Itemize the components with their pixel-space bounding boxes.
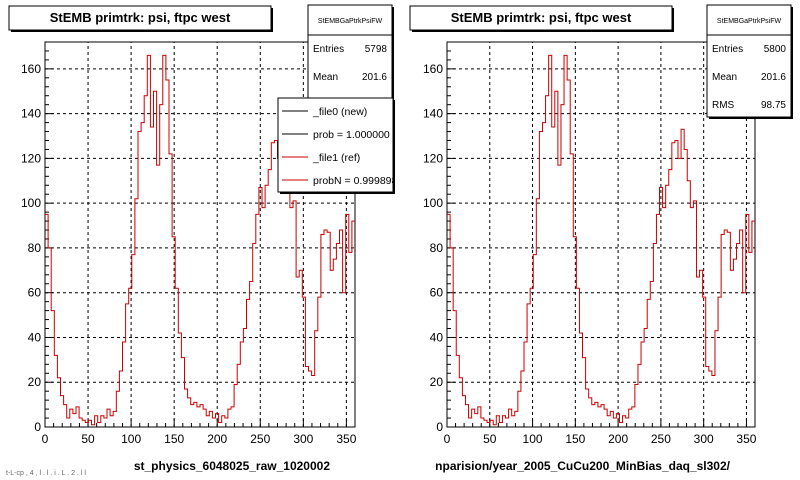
x-tick-label: 150 [565,432,585,446]
y-tick-label: 0 [436,420,443,434]
stats-label: Mean [712,72,737,83]
legend-label: prob = 1.000000 [313,129,390,141]
y-tick-label: 100 [423,196,443,210]
stats-box [706,4,792,118]
y-tick-label: 160 [21,62,41,76]
legend-label: _file1 (ref) [312,152,360,164]
y-tick-label: 120 [21,151,41,165]
y-tick-label: 20 [28,375,42,389]
x-tick-label: 0 [42,432,49,446]
y-tick-label: 20 [430,375,444,389]
y-tick-label: 120 [423,151,443,165]
x-tick-label: 250 [250,432,270,446]
x-tick-label: 300 [694,432,714,446]
y-tick-label: 160 [423,62,443,76]
stats-header: StEMBGaPtrkPsiFW [318,18,383,25]
x-tick-label: 50 [81,432,95,446]
x-axis-label: nparision/year_2005_CuCu200_MinBias_daq_… [435,459,730,473]
plot-title: StEMB primtrk: psi, ftpc west [50,10,231,25]
y-tick-label: 60 [28,286,42,300]
x-tick-label: 0 [444,432,451,446]
y-tick-label: 80 [430,241,444,255]
footer-text: t-L-cp , 4 , l . l . i . L . 2 . l l [6,470,86,477]
legend-box [277,97,394,193]
legend-label: _file0 (new) [312,106,367,118]
stats-value: 201.6 [362,72,387,83]
histogram-line [447,54,755,426]
panel-2: 0 50 100 150 200 250 300 350 0 20 40 60 80 100 120 140 1… [409,4,793,473]
y-tick-label: 40 [28,330,42,344]
stats-value: 5800 [764,44,787,55]
x-tick-label: 150 [164,432,184,446]
x-tick-label: 350 [736,432,756,446]
stats-value: 98.75 [761,100,786,111]
x-tick-label: 300 [293,432,313,446]
y-tick-label: 60 [430,286,444,300]
stats-value: 5798 [365,44,388,55]
y-tick-label: 0 [34,420,41,434]
stats-header: StEMBGaPtrkPsiFW [717,18,782,25]
x-tick-label: 200 [207,432,227,446]
stats-label: Entries [313,44,344,55]
x-tick-label: 350 [336,432,356,446]
y-tick-label: 80 [28,241,42,255]
plot-title: StEMB primtrk: psi, ftpc west [451,10,632,25]
y-tick-label: 140 [21,107,41,121]
stats-label: Mean [313,72,338,83]
x-tick-label: 100 [121,432,141,446]
y-tick-label: 140 [423,107,443,121]
panel-1: 0 50 100 150 200 250 300 350 0 20 40 60 80 100 120 140 1… [8,4,398,473]
x-tick-label: 250 [651,432,671,446]
x-axis-label: st_physics_6048025_raw_1020002 [134,459,330,473]
title-box [8,5,272,31]
x-tick-label: 100 [523,432,543,446]
stats-value: 201.6 [761,72,786,83]
y-tick-label: 40 [430,330,444,344]
x-tick-label: 50 [483,432,497,446]
histogram-line [45,54,355,426]
stats-label: Entries [712,44,743,55]
legend-entries: _file0 (new) prob = 1.000000 _file1 (ref) p… [282,106,398,187]
legend-label: probN = 0.999898 [313,175,398,187]
stats-label: RMS [712,100,735,111]
y-tick-label: 100 [21,196,41,210]
x-tick-label: 200 [608,432,628,446]
title-box [409,5,673,31]
